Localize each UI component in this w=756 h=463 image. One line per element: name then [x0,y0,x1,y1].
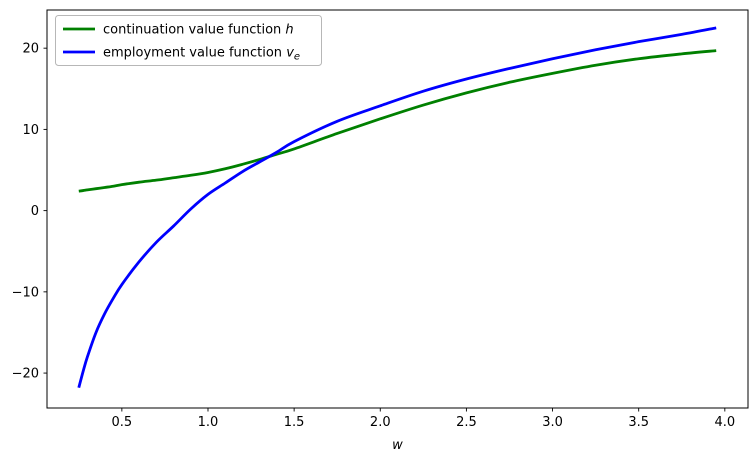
y-tick-label: 20 [22,42,39,57]
x-tick-label: 4.0 [714,415,735,430]
y-tick-label: −10 [12,285,39,300]
continuation-value-line [78,49,717,193]
x-tick-label: 2.5 [456,415,477,430]
x-axis: 0.5 1.0 1.5 2.0 2.5 3.0 3.5 4.0 w [112,408,735,453]
x-tick-label: 1.0 [198,415,219,430]
y-tick-label: −20 [12,367,39,382]
x-tick-label: 0.5 [112,415,133,430]
legend: continuation value function h employment … [55,15,322,66]
legend-label: employment value function ve [103,46,300,63]
x-tick-label: 3.0 [542,415,563,430]
axes-frame [46,9,749,409]
series-lines [77,26,717,389]
legend-label: continuation value function h [103,23,294,38]
y-tick-label: 10 [22,123,39,138]
y-axis: −20 −10 0 10 20 [12,42,47,382]
x-tick-label: 1.5 [284,415,305,430]
x-tick-label: 3.5 [628,415,649,430]
x-axis-label: w [392,438,403,453]
employment-value-line [77,26,717,389]
x-tick-label: 2.0 [370,415,391,430]
legend-box [55,15,322,66]
y-tick-label: 0 [31,204,39,219]
